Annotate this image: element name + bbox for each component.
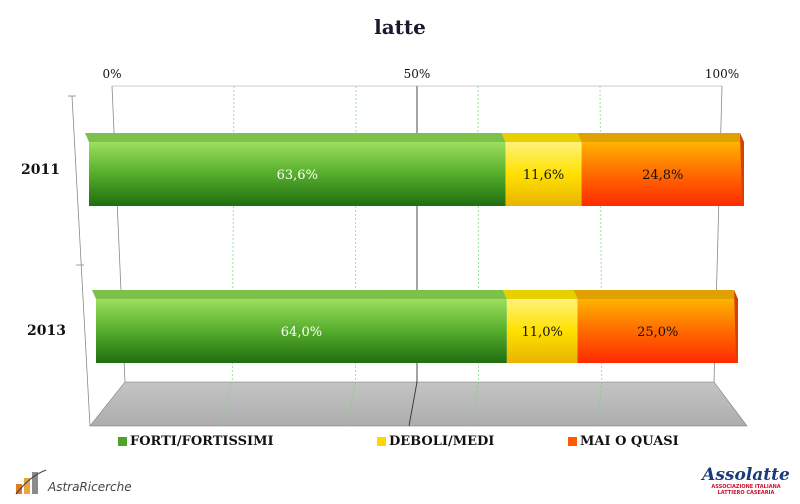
- data-labels: 63,6% 11,6% 24,8% 64,0% 11,0% 25,0%: [277, 168, 684, 340]
- assolatte-logo: Assolatte ASSOCIAZIONE ITALIANA LATTIERO…: [700, 466, 792, 500]
- legend-label: DEBOLI/MEDI: [389, 434, 495, 449]
- assolatte-text: Assolatte: [702, 465, 790, 485]
- bar-segment-2013-2: [577, 299, 738, 363]
- floor-gridline-80: [597, 381, 603, 427]
- legend-item: DEBOLI/MEDI: [377, 434, 494, 449]
- category-label: 2011: [21, 162, 60, 178]
- legend-item: FORTI/FORTISSIMI: [118, 434, 274, 449]
- floor-gridline-60: [471, 381, 479, 427]
- bar-end-2013: [734, 290, 738, 363]
- bars: [85, 133, 744, 363]
- astra-ricerche-logo: AstraRicerche: [14, 466, 144, 500]
- legend-label: MAI O QUASI: [580, 434, 679, 449]
- bar-segment-2011-2: [581, 142, 744, 206]
- x-tick-label: 0%: [102, 67, 121, 81]
- logo-bars-icon: [15, 469, 47, 495]
- astra-ricerche-text: AstraRicerche: [48, 480, 132, 494]
- bar-top-2011-0: [85, 133, 506, 142]
- data-label: 24,8%: [642, 168, 683, 183]
- floor-gridline-20: [220, 381, 233, 427]
- bar-top-2013-1: [502, 290, 578, 299]
- category-labels: 2011 2013: [21, 162, 66, 339]
- assolatte-sub-1: ASSOCIAZIONE ITALIANA: [711, 484, 781, 490]
- data-label: 63,6%: [277, 168, 318, 183]
- bar-top-2011-1: [501, 133, 582, 142]
- bar-segment-2011-1: [505, 142, 582, 206]
- x-tick-label: 100%: [705, 67, 739, 81]
- legend-label: FORTI/FORTISSIMI: [130, 434, 274, 449]
- assolatte-sub-2: LATTIERO CASEARIA: [717, 490, 775, 496]
- chart-title: latte: [374, 15, 426, 39]
- data-label: 11,0%: [522, 325, 563, 340]
- bar-top-2013-0: [92, 290, 507, 299]
- legend: FORTI/FORTISSIMI DEBOLI/MEDI MAI O QUASI: [112, 434, 732, 452]
- x-tick-label: 50%: [404, 67, 431, 81]
- data-label: 64,0%: [281, 325, 322, 340]
- legend-swatch: [568, 437, 577, 446]
- legend-swatch: [118, 437, 127, 446]
- chart-floor: [89, 381, 748, 427]
- category-label: 2013: [27, 323, 66, 339]
- legend-swatch: [377, 437, 386, 446]
- floor-gridline-40: [345, 381, 356, 427]
- bar-segment-2013-0: [96, 299, 507, 363]
- legend-item: MAI O QUASI: [568, 434, 679, 449]
- floor-gridline-50: [408, 381, 418, 427]
- bar-top-2011-2: [577, 133, 744, 142]
- x-axis-ticks: 0% 50% 100%: [102, 67, 739, 81]
- bar-end-2011: [740, 133, 744, 206]
- depth-axis-line: [71, 95, 91, 427]
- data-label: 11,6%: [523, 168, 564, 183]
- bar-top-2013-2: [573, 290, 738, 299]
- bar-segment-2011-0: [89, 142, 506, 206]
- bar-segment-2013-1: [506, 299, 578, 363]
- data-label: 25,0%: [637, 325, 678, 340]
